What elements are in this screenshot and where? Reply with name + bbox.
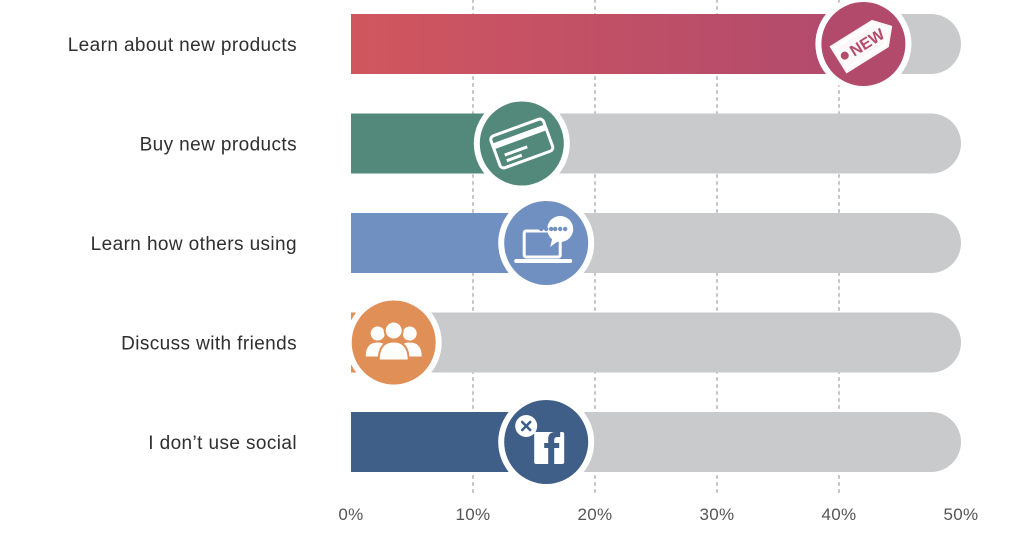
x-tick-label: 50% — [944, 505, 979, 524]
x-axis-ticks: 0% 10% 20% 30% 40% 50% — [338, 505, 978, 524]
bar-icons: NEW — [300, 0, 912, 490]
category-label: I don’t use social — [148, 433, 297, 454]
category-labels: Learn about new products Buy new products… — [68, 35, 297, 454]
x-tick-label: 40% — [822, 505, 857, 524]
x-tick-label: 30% — [700, 505, 735, 524]
laptop-chat-icon — [498, 195, 595, 291]
category-label: Learn how others using — [91, 234, 297, 255]
category-label: Buy new products — [140, 135, 297, 156]
x-tick-label: 20% — [578, 505, 613, 524]
credit-card-icon — [473, 95, 570, 192]
bar — [351, 14, 864, 74]
x-tick-label: 0% — [338, 505, 363, 524]
category-label: Learn about new products — [68, 35, 297, 56]
x-tick-label: 10% — [456, 505, 491, 524]
group-people-icon — [345, 294, 442, 391]
left-mask — [300, 290, 351, 390]
category-label: Discuss with friends — [121, 334, 297, 355]
bar-track — [351, 312, 961, 373]
facebook-x-icon — [498, 394, 595, 490]
new-tag-icon: NEW — [815, 0, 912, 92]
